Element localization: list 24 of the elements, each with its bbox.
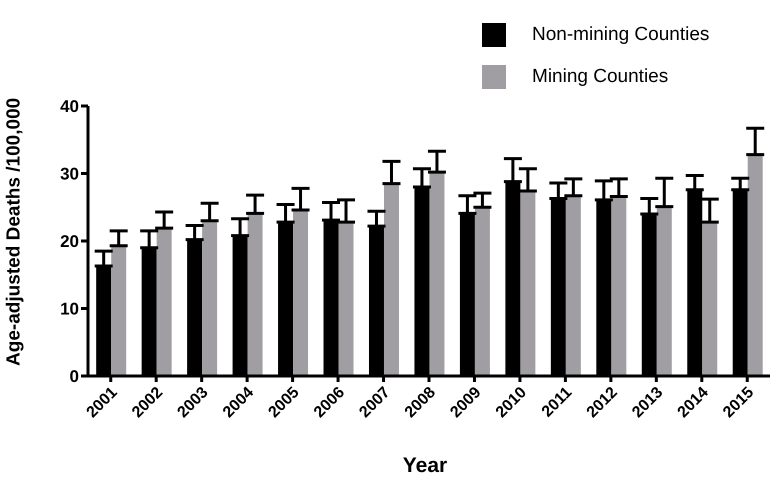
bar [611,196,626,376]
bar [248,213,263,376]
bar [520,191,536,376]
legend-label: Mining Counties [532,66,668,88]
y-tick-label: 30 [60,164,79,184]
bar [202,220,218,376]
bar [156,228,172,376]
bar [429,172,444,376]
bar [338,222,354,376]
x-axis-title: Year [402,454,448,478]
y-tick-label: 40 [60,97,79,116]
y-tick-label: 10 [60,300,79,319]
legend-label: Non-mining Counties [532,24,710,46]
y-axis-title: Age-adjusted Deaths /100,000 [4,98,25,366]
bar [566,196,581,376]
y-tick-label: 0 [70,367,79,386]
bar [656,206,672,376]
y-tick-label: 20 [60,232,79,252]
bar [702,222,718,376]
bar [111,246,126,376]
bar [384,184,399,376]
bar [474,207,490,376]
bar [748,154,763,376]
bar [293,210,308,376]
